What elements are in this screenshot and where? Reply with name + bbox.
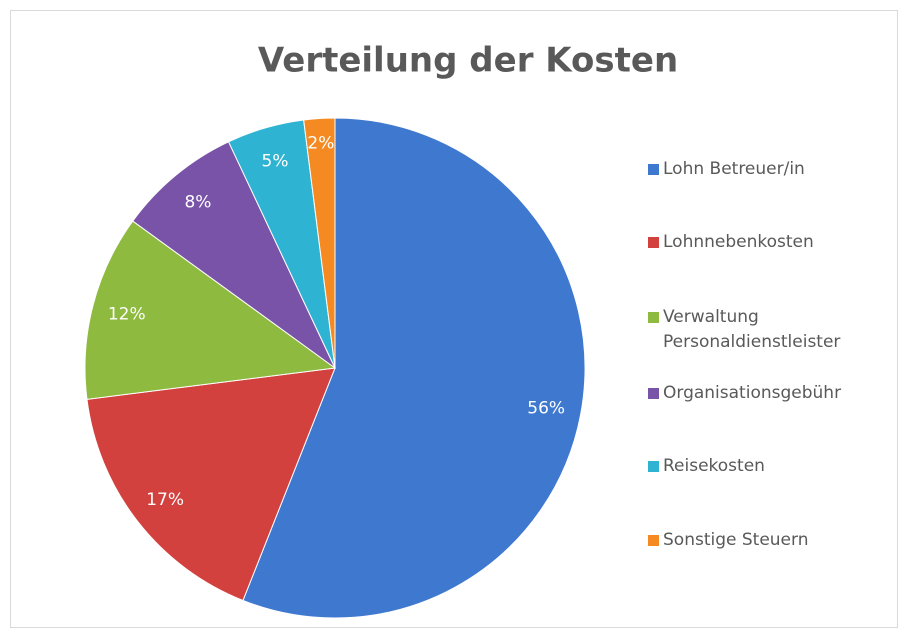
pie-slice bbox=[303, 117, 336, 369]
legend-label: Sonstige Steuern bbox=[663, 530, 809, 550]
legend-swatch bbox=[648, 461, 659, 472]
pie-slice bbox=[132, 141, 336, 369]
pie-slice bbox=[86, 367, 336, 602]
legend-item: Lohnnebenkosten bbox=[648, 230, 898, 255]
legend-item: Lohn Betreuer/in bbox=[648, 157, 898, 182]
legend-item: Reisekosten bbox=[648, 454, 898, 479]
slice-label: 17% bbox=[146, 490, 184, 510]
legend-item: Sonstige Steuern bbox=[648, 528, 898, 553]
legend-swatch bbox=[648, 164, 659, 175]
legend-swatch bbox=[648, 535, 659, 546]
slice-label: 8% bbox=[184, 192, 211, 212]
chart-title: Verteilung der Kosten bbox=[258, 41, 678, 81]
pie-slice bbox=[84, 220, 337, 400]
slice-label: 5% bbox=[262, 152, 289, 172]
legend-label: Lohnnebenkosten bbox=[663, 232, 814, 252]
legend-swatch bbox=[648, 312, 659, 323]
slice-label: 2% bbox=[307, 133, 334, 153]
legend-label: Verwaltung Personaldienstleister bbox=[663, 307, 841, 352]
legend-label: Organisationsgebühr bbox=[663, 383, 842, 403]
legend-swatch bbox=[648, 388, 659, 399]
legend-label: Lohn Betreuer/in bbox=[663, 159, 805, 179]
pie-slice bbox=[242, 117, 586, 619]
legend-label: Reisekosten bbox=[663, 456, 765, 476]
slice-label: 12% bbox=[108, 305, 146, 325]
legend-item: Verwaltung Personaldienstleister bbox=[648, 305, 898, 355]
legend-swatch bbox=[648, 237, 659, 248]
legend-item: Organisationsgebühr bbox=[648, 381, 898, 406]
slice-label: 56% bbox=[527, 398, 565, 418]
chart-frame bbox=[10, 10, 898, 628]
